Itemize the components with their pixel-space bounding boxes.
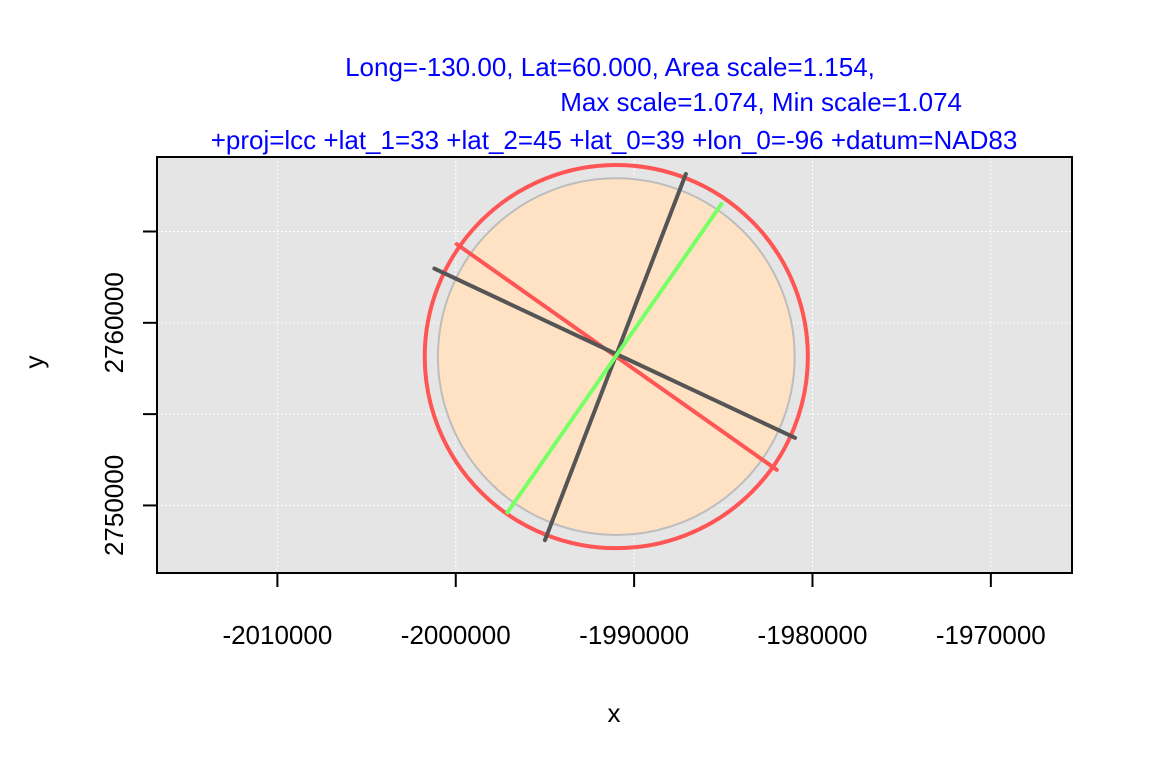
indicatrix-marks: [422, 163, 810, 551]
x-axis-title: x: [608, 698, 621, 728]
parallel-line: [505, 201, 724, 515]
y-axis: 2750000 2760000: [99, 230, 158, 556]
y-tick-label: 2760000: [99, 272, 129, 373]
title-line-3: +proj=lcc +lat_1=33 +lat_2=45 +lat_0=39 …: [211, 125, 1018, 155]
title-line-1: Long=-130.00, Lat=60.000, Area scale=1.1…: [345, 52, 875, 82]
max-axis-2: [432, 266, 798, 440]
y-tick-label: 2750000: [99, 455, 129, 556]
x-tick-label: -1990000: [579, 620, 689, 650]
chart-title: Long=-130.00, Lat=60.000, Area scale=1.1…: [211, 52, 1018, 155]
x-tick-label: -1980000: [758, 620, 868, 650]
y-axis-title: y: [19, 356, 49, 369]
x-tick-label: -2000000: [401, 620, 511, 650]
x-tick-label: -2010000: [222, 620, 332, 650]
title-line-2: Max scale=1.074, Min scale=1.074: [560, 87, 962, 117]
indicatrix-ellipse: [422, 163, 810, 551]
x-axis: -2010000 -2000000 -1990000 -1980000 -1970000: [222, 572, 1046, 650]
x-tick-label: -1970000: [936, 620, 1046, 650]
